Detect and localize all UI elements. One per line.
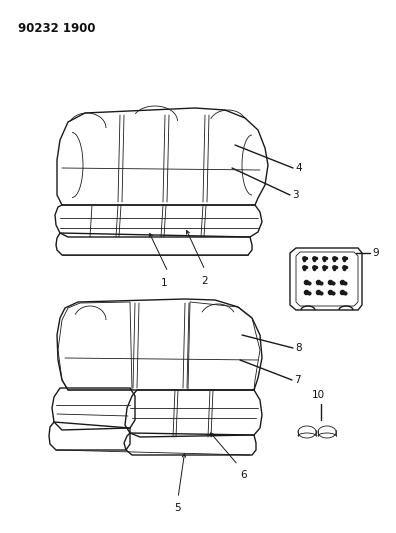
Text: 3: 3 [292,190,299,200]
Text: 6: 6 [240,470,247,480]
Text: 1: 1 [161,278,168,288]
Text: 2: 2 [202,276,208,286]
Text: 7: 7 [294,375,301,385]
Text: 5: 5 [175,503,181,513]
Text: 4: 4 [295,163,302,173]
Text: 8: 8 [295,343,302,353]
Text: 9: 9 [372,248,379,258]
Text: 90232 1900: 90232 1900 [18,22,95,35]
Text: 10: 10 [312,390,325,400]
